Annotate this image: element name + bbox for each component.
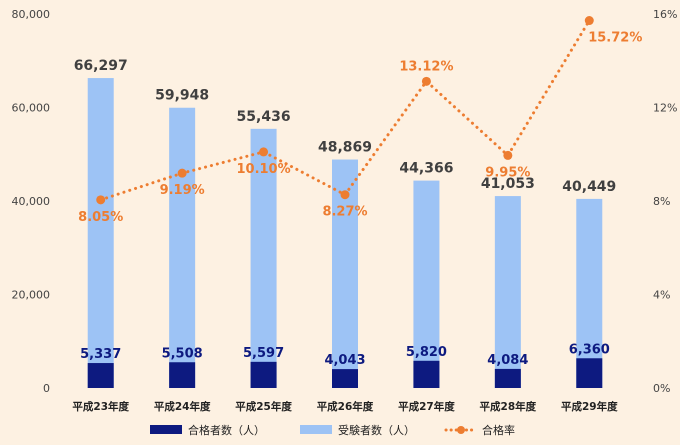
pass-rate-point (340, 190, 350, 200)
pass-rate-point (421, 76, 431, 86)
pass-rate-label: 13.12% (399, 59, 453, 74)
pass-rate-label: 15.72% (588, 31, 642, 46)
x-category-label: 平成25年度 (235, 400, 292, 413)
legend-label-rate: 合格率 (482, 423, 515, 437)
y-left-tick-label: 60,000 (12, 102, 51, 115)
y-right-tick-label: 16% (653, 8, 677, 21)
legend-label-passers: 合格者数（人） (188, 423, 265, 437)
examinee-bar (413, 180, 440, 388)
passer-bar (332, 369, 358, 388)
passer-bar (494, 368, 521, 388)
passer-value-label: 5,597 (243, 346, 284, 361)
examinee-value-label: 59,948 (155, 88, 209, 104)
pass-rate-label: 8.05% (78, 210, 123, 225)
pass-rate-label: 9.19% (160, 183, 205, 198)
pass-rate-point (584, 16, 594, 26)
legend-swatch-passers (150, 425, 182, 434)
pass-rate-label: 10.10% (236, 162, 290, 177)
examinee-value-label: 44,366 (399, 161, 453, 177)
pass-rate-point (259, 147, 269, 157)
y-right-tick-label: 12% (653, 102, 677, 115)
examinee-value-label: 41,053 (481, 176, 535, 192)
examinee-bar (169, 107, 196, 388)
y-left-tick-label: 20,000 (12, 289, 51, 302)
passer-bar (413, 360, 440, 388)
passer-bar (250, 361, 277, 388)
x-category-label: 平成26年度 (317, 400, 374, 413)
examinee-value-label: 66,297 (74, 58, 128, 74)
examinee-value-label: 55,436 (237, 109, 291, 125)
passer-value-label: 5,337 (80, 347, 121, 362)
pass-rate-point (177, 168, 187, 178)
legend-label-examinees: 受験者数（人） (338, 423, 415, 437)
examinee-bar (250, 128, 277, 388)
x-category-label: 平成24年度 (154, 400, 211, 413)
examinee-value-label: 48,869 (318, 140, 372, 156)
examinee-bar (494, 196, 521, 388)
passer-value-label: 6,360 (569, 342, 610, 357)
y-left-tick-label: 40,000 (12, 195, 51, 208)
pass-rate-point (503, 150, 513, 160)
x-category-label: 平成29年度 (561, 400, 618, 413)
legend-swatch-rate-marker (457, 426, 465, 434)
y-left-tick-label: 0 (43, 382, 50, 395)
passer-bar (87, 363, 114, 388)
x-category-label: 平成23年度 (72, 400, 129, 413)
y-right-tick-label: 8% (653, 195, 670, 208)
passer-value-label: 4,043 (324, 353, 365, 368)
examinee-bar (87, 78, 114, 388)
pass-rate-point (96, 195, 106, 205)
examinee-bar (576, 198, 603, 388)
passer-bar (169, 362, 196, 388)
legend-swatch-examinees (300, 425, 332, 434)
x-category-label: 平成27年度 (398, 400, 455, 413)
passer-value-label: 5,820 (406, 345, 447, 360)
y-right-tick-label: 0% (653, 382, 670, 395)
passer-value-label: 5,508 (162, 346, 203, 361)
x-category-label: 平成28年度 (480, 400, 537, 413)
pass-rate-label: 9.95% (485, 165, 530, 180)
y-left-tick-label: 80,000 (12, 8, 51, 21)
passer-value-label: 4,084 (487, 353, 528, 368)
y-right-tick-label: 4% (653, 289, 670, 302)
examinee-value-label: 40,449 (562, 179, 616, 195)
pass-rate-label: 8.27% (322, 205, 367, 220)
passer-bar (576, 358, 603, 388)
